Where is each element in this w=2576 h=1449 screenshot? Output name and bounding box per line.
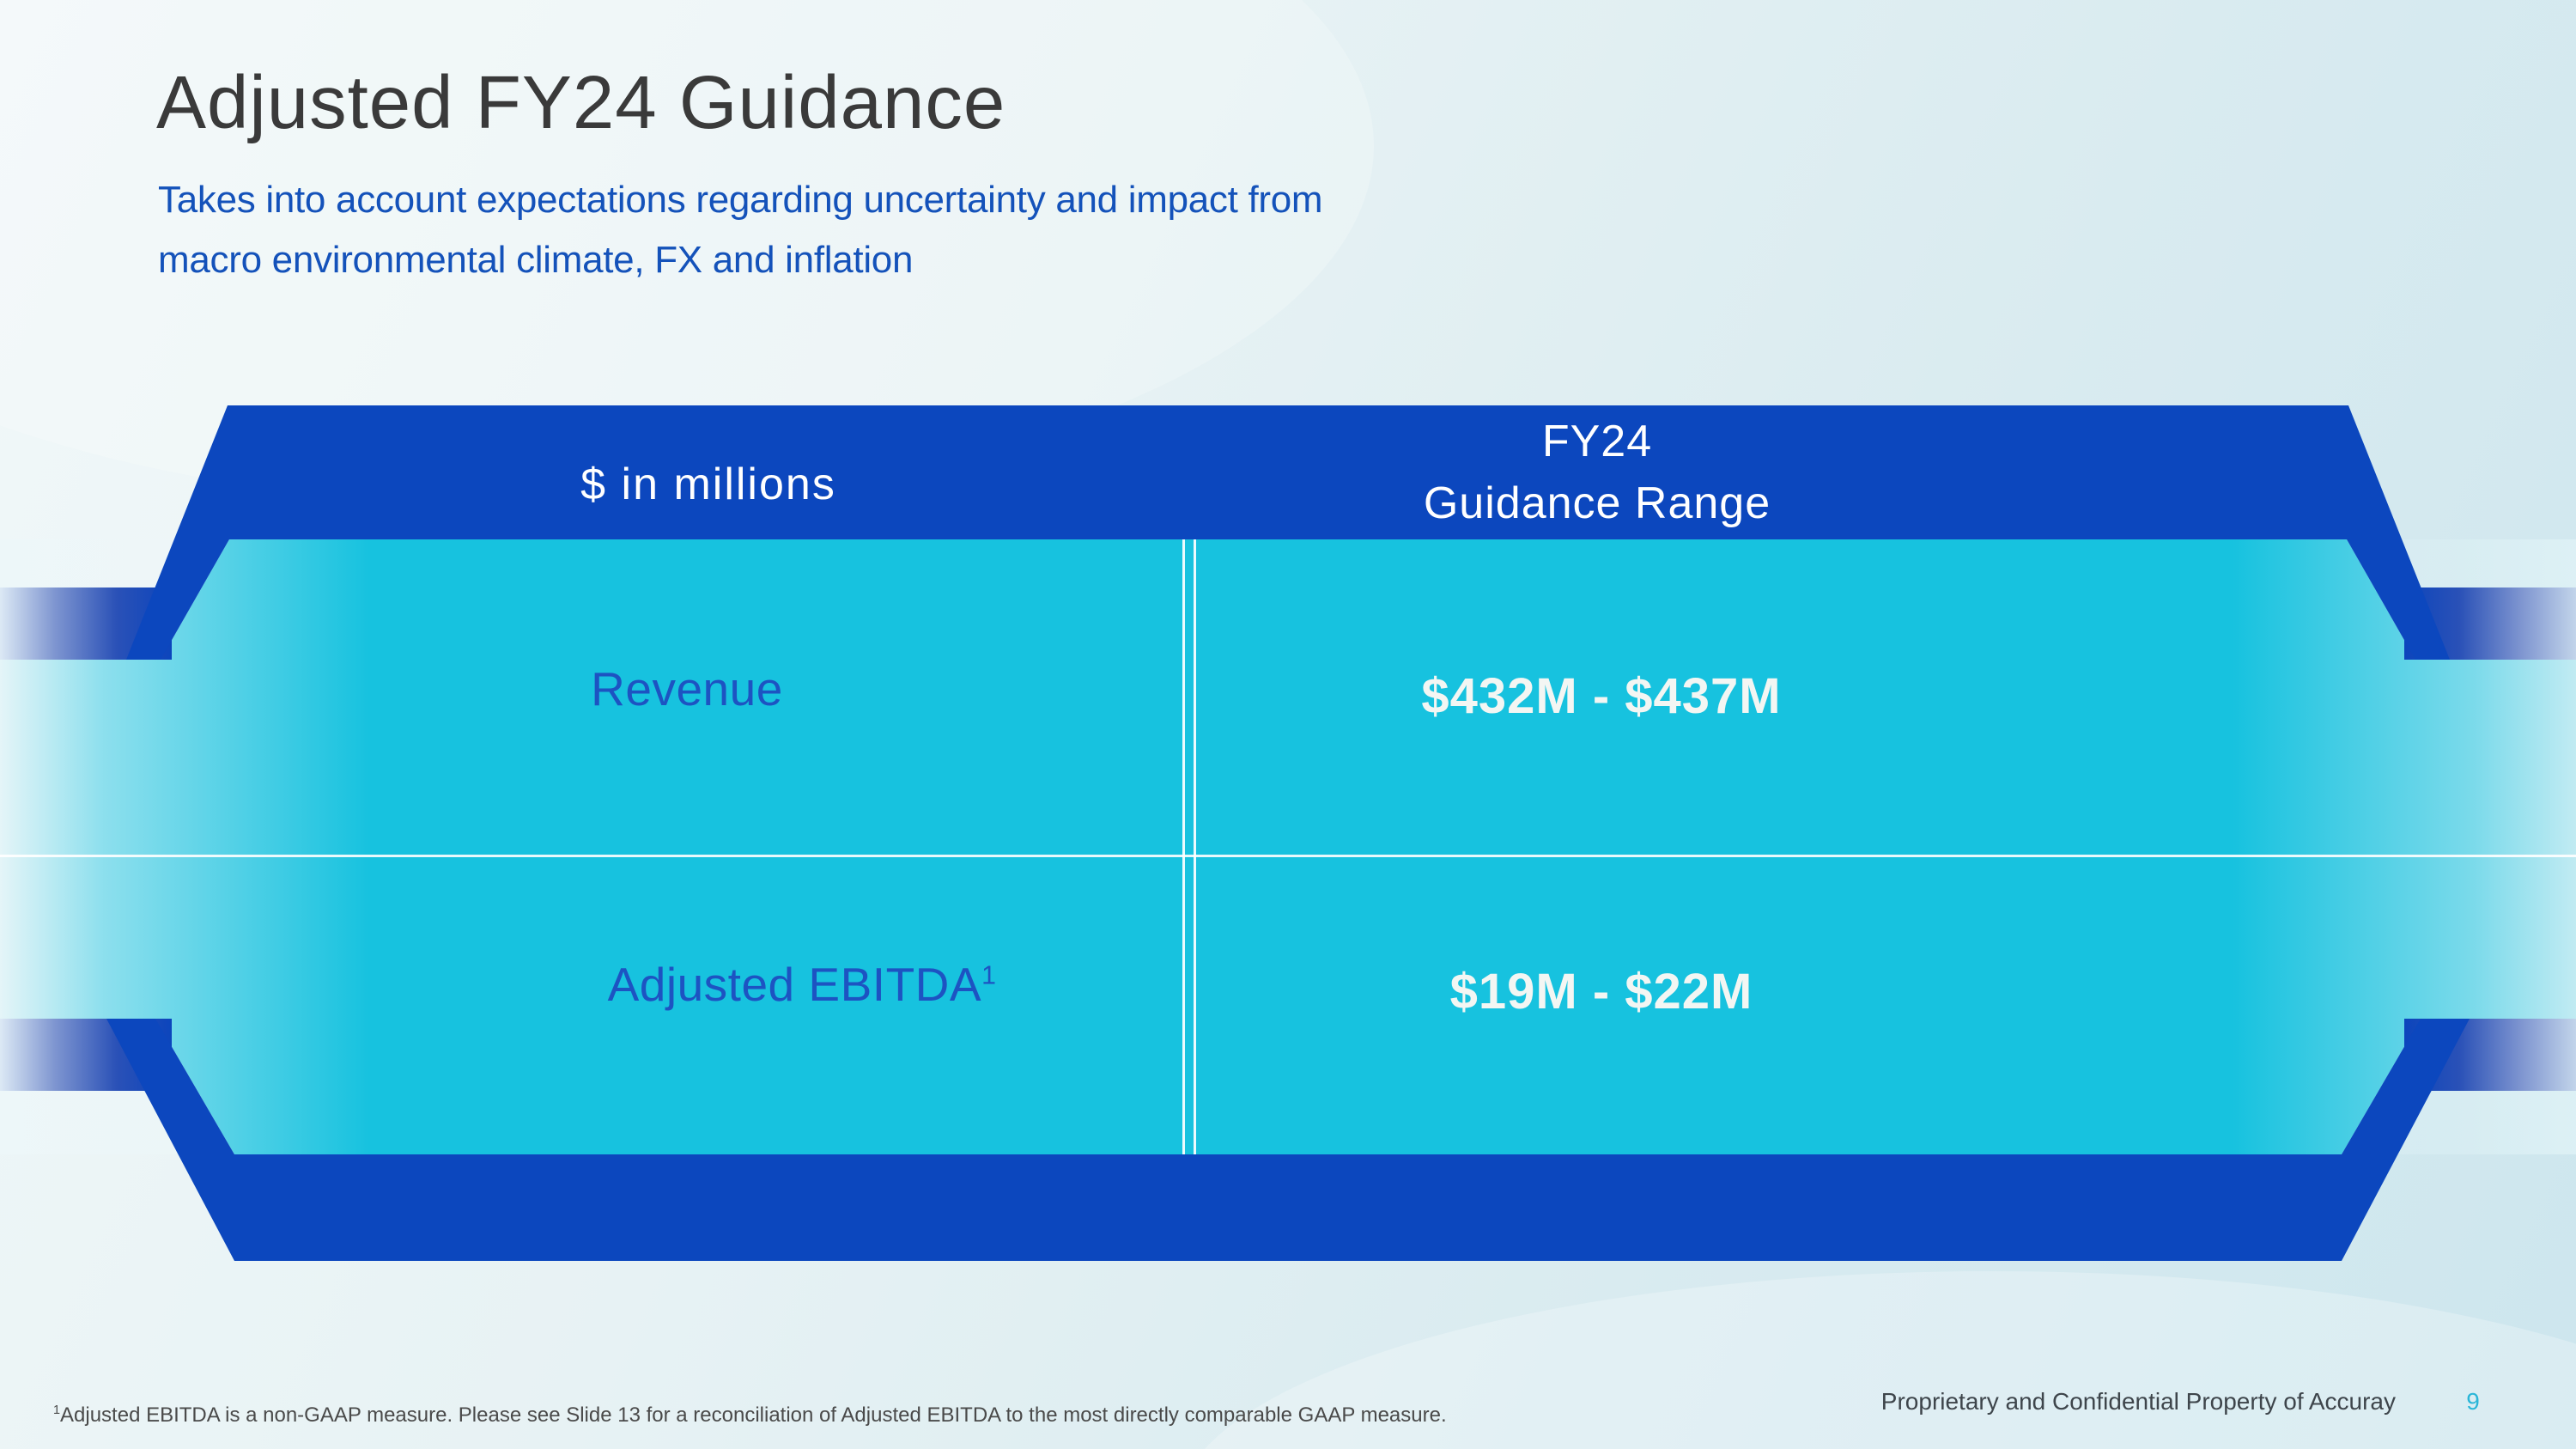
table-header-guidance-line-2: Guidance Range	[1423, 478, 1771, 528]
page-title: Adjusted FY24 Guidance	[156, 61, 1006, 144]
table-header-guidance-line-1: FY24	[1541, 417, 1653, 466]
row-label-text: Adjusted EBITDA	[607, 958, 982, 1011]
subtitle-line-2: macro environmental climate, FX and infl…	[158, 239, 914, 281]
table-header-guidance: FY24 Guidance Range	[1335, 411, 1859, 534]
row-label-text: Revenue	[591, 662, 783, 715]
footnote: 1Adjusted EBITDA is a non-GAAP measure. …	[53, 1403, 1447, 1428]
footnote-superscript: 1	[53, 1403, 61, 1417]
background-watermark-top	[0, 0, 1374, 507]
row-divider-line	[0, 855, 2576, 857]
ribbon-top	[126, 405, 2450, 660]
page-subtitle: Takes into account expectations regardin…	[158, 170, 1323, 290]
page-number: 9	[2466, 1388, 2480, 1415]
confidentiality-notice: Proprietary and Confidential Property of…	[1880, 1388, 2396, 1415]
subtitle-line-1: Takes into account expectations regardin…	[158, 179, 1323, 221]
ribbon-bottom	[106, 1019, 2470, 1261]
table-row-label-revenue: Revenue	[429, 661, 945, 716]
table-row-value-revenue: $432M - $437M	[1421, 668, 1782, 724]
footnote-text: Adjusted EBITDA is a non-GAAP measure. P…	[60, 1403, 1447, 1427]
table-row-value-ebitda: $19M - $22M	[1449, 964, 1753, 1020]
table-header-units: $ in millions	[580, 460, 836, 509]
background-watermark-bottom	[1204, 1271, 2576, 1449]
column-divider-line-2	[1194, 539, 1196, 1154]
table-body-cyan	[0, 539, 2576, 1154]
column-divider-line-1	[1182, 539, 1185, 1154]
row-label-superscript: 1	[981, 961, 997, 990]
table-row-label-ebitda: Adjusted EBITDA1	[544, 957, 1060, 1012]
